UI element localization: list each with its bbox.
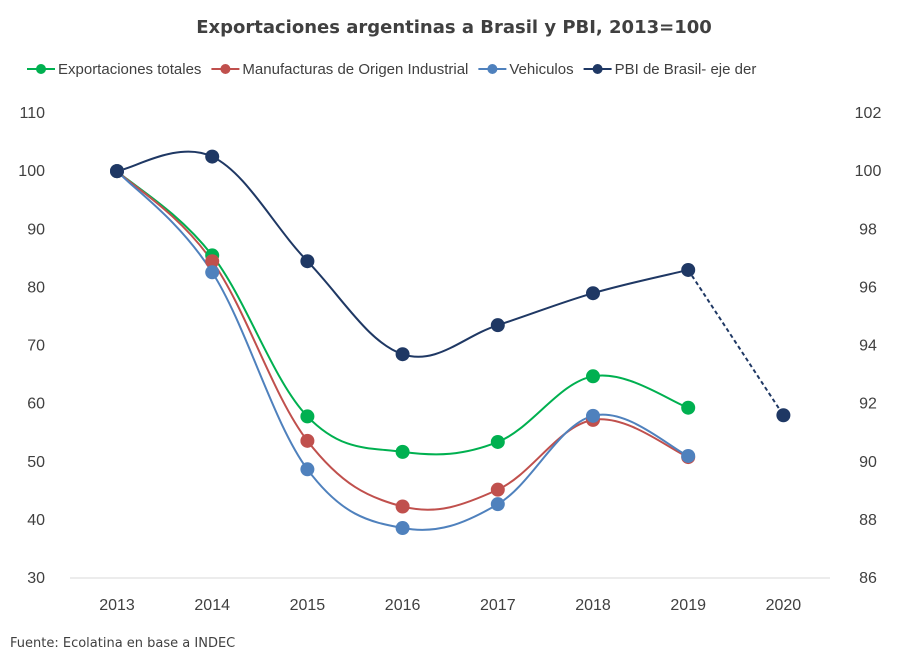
y-right-tick-label: 94	[859, 338, 877, 355]
y-left-tick-label: 30	[27, 570, 45, 587]
series-line-dashed	[687, 269, 785, 416]
data-point	[395, 444, 410, 459]
data-point	[300, 409, 315, 424]
series-line	[116, 170, 689, 511]
data-point	[681, 448, 696, 463]
data-point	[586, 408, 600, 423]
y-right-tick-label: 96	[859, 279, 877, 296]
x-tick-label: 2017	[480, 597, 516, 614]
data-point	[300, 254, 315, 269]
axes: 30 40 50 60 70 80 90 100 110 86 88 90 92 94 96 98 100 102…	[18, 105, 881, 614]
legend: Exportaciones totales Manufacturas de Ori…	[27, 61, 756, 78]
x-tick-label: 2013	[99, 597, 135, 614]
y-right-tick-label: 88	[859, 512, 877, 529]
y-left-tick-label: 110	[19, 105, 45, 122]
x-tick-label: 2020	[766, 597, 802, 614]
y-right-tick-label: 92	[859, 396, 877, 413]
data-point	[586, 286, 600, 301]
y-left-tick-label: 50	[27, 454, 45, 471]
legend-label: Vehiculos	[509, 61, 573, 78]
series-markers	[110, 149, 791, 536]
legend-marker	[592, 64, 603, 74]
data-point	[205, 254, 220, 269]
x-tick-label: 2015	[290, 597, 326, 614]
data-point	[681, 262, 696, 277]
x-tick-label: 2018	[575, 597, 611, 614]
data-point	[395, 347, 410, 362]
x-tick-label: 2019	[670, 597, 706, 614]
legend-marker	[487, 64, 498, 74]
legend-label: PBI de Brasil- eje der	[615, 61, 757, 78]
source-note: Fuente: Ecolatina en base a INDEC	[10, 636, 236, 651]
y-left-tick-label: 40	[27, 512, 45, 529]
x-tick-label: 2014	[194, 597, 230, 614]
legend-label: Manufacturas de Origen Industrial	[242, 61, 468, 78]
y-right-tick-label: 102	[855, 105, 882, 122]
data-point	[490, 318, 505, 333]
y-right-tick-label: 100	[855, 163, 882, 180]
chart-title: Exportaciones argentinas a Brasil y PBI,…	[196, 17, 712, 38]
y-right-tick-label: 86	[859, 570, 877, 587]
series-lines	[116, 150, 785, 531]
data-point	[300, 433, 315, 448]
data-point	[776, 408, 791, 423]
data-point	[490, 434, 505, 449]
legend-marker	[36, 64, 46, 74]
y-right-tick-label: 98	[859, 221, 877, 238]
data-point	[300, 462, 315, 477]
y-left-tick-label: 90	[27, 221, 45, 238]
data-point	[205, 149, 220, 164]
data-point	[586, 369, 600, 384]
data-point	[395, 499, 410, 514]
legend-label: Exportaciones totales	[58, 61, 201, 78]
y-right-tick-label: 90	[859, 454, 877, 471]
data-point	[110, 164, 124, 179]
legend-marker	[220, 64, 231, 74]
data-point	[395, 521, 410, 536]
y-left-tick-label: 60	[27, 396, 45, 413]
data-point	[490, 482, 505, 497]
y-left-tick-label: 70	[27, 338, 45, 355]
data-point	[205, 265, 220, 280]
data-point	[490, 497, 505, 512]
series-line	[116, 170, 689, 456]
y-left-tick-label: 80	[27, 279, 45, 296]
series-line	[116, 150, 689, 358]
data-point	[681, 400, 696, 415]
x-tick-label: 2016	[385, 597, 421, 614]
y-left-tick-label: 100	[18, 163, 45, 180]
